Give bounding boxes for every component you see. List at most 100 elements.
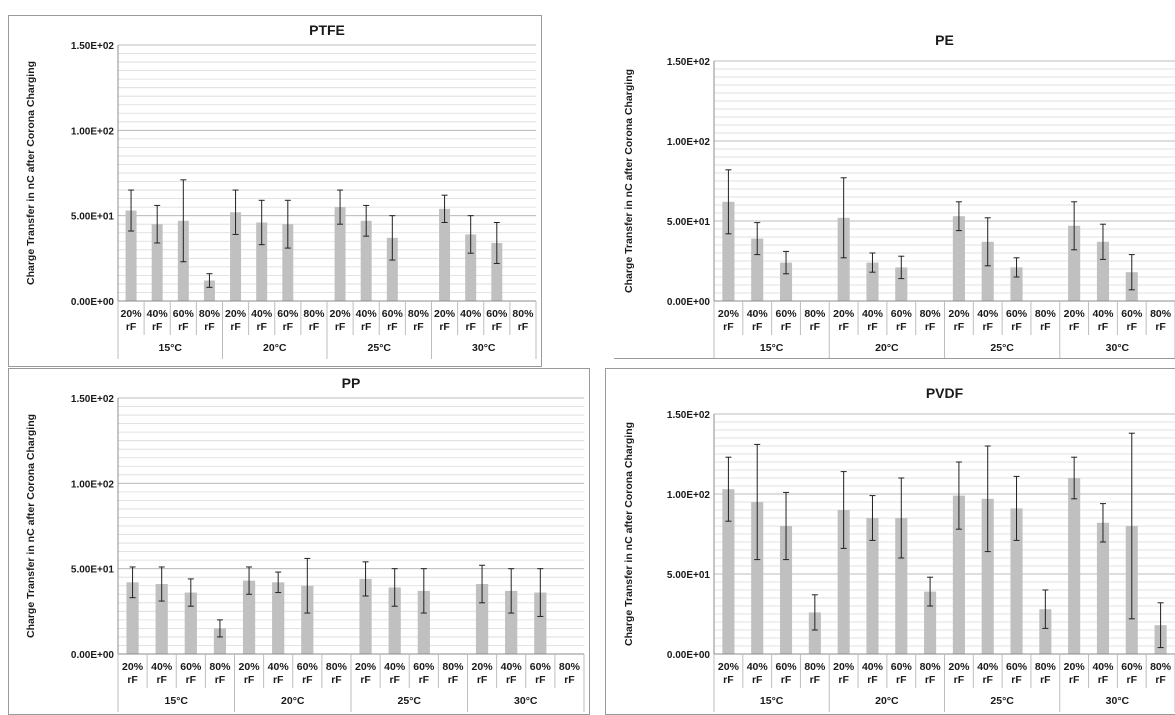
bar	[1096, 522, 1110, 654]
x-tick-label-unit: rF	[810, 674, 821, 686]
bar	[386, 237, 398, 301]
x-tick-label-unit: rF	[535, 674, 546, 686]
x-tick-label-unit: rF	[781, 321, 792, 333]
x-tick-label-unit: rF	[360, 674, 371, 686]
x-tick-label-unit: rF	[448, 674, 459, 686]
x-group-label: 15°C	[159, 342, 183, 354]
bar	[213, 628, 227, 654]
x-tick-label-humidity: 60%	[776, 661, 798, 673]
x-tick-label-unit: rF	[723, 321, 734, 333]
bar	[360, 220, 372, 301]
x-tick-label-humidity: 20%	[239, 661, 261, 673]
x-tick-label-unit: rF	[439, 321, 450, 333]
x-group-label: 30°C	[1106, 342, 1130, 354]
bar	[417, 590, 430, 654]
x-group-label: 20°C	[875, 695, 899, 707]
x-tick-label-unit: rF	[896, 321, 907, 333]
x-group-label: 30°C	[514, 695, 538, 707]
x-tick-label-humidity: 60%	[776, 308, 798, 320]
x-group-label: 20°C	[875, 342, 899, 354]
x-tick-label-humidity: 20%	[833, 661, 855, 673]
bar	[895, 518, 908, 654]
x-tick-label-unit: rF	[152, 321, 163, 333]
x-tick-label-unit: rF	[723, 674, 734, 686]
x-tick-label-unit: rF	[361, 321, 372, 333]
bar	[866, 262, 879, 301]
bar	[1010, 267, 1023, 301]
x-group-label: 20°C	[263, 342, 287, 354]
x-tick-label-unit: rF	[309, 321, 320, 333]
x-tick-label-humidity: 20%	[833, 308, 855, 320]
chart-ptfe: PTFE Charge Transfer in nC after Corona C…	[8, 15, 540, 365]
chart-svg: PE Charge Transfer in nC after Corona Cha…	[623, 32, 1175, 358]
bar	[981, 498, 994, 654]
x-tick-label-humidity: 20%	[718, 661, 740, 673]
bar	[534, 592, 547, 654]
y-tick-label: 5.00E+01	[71, 212, 115, 223]
bar	[242, 580, 256, 654]
x-tick-label-humidity: 40%	[268, 661, 290, 673]
y-axis-label: Charge Transfer in nC after Corona Charg…	[623, 69, 635, 293]
x-tick-label-unit: rF	[982, 321, 993, 333]
x-tick-label-humidity: 40%	[151, 661, 173, 673]
x-tick-label-humidity: 80%	[303, 308, 325, 320]
y-tick-label: 0.00E+00	[667, 297, 711, 308]
x-tick-label-unit: rF	[419, 674, 430, 686]
bar	[808, 612, 821, 654]
bar	[779, 262, 793, 301]
bar	[126, 582, 139, 654]
x-tick-label-unit: rF	[810, 321, 821, 333]
x-tick-label-humidity: 40%	[384, 661, 406, 673]
x-tick-label-humidity: 80%	[1035, 661, 1057, 673]
x-tick-label-humidity: 80%	[920, 661, 942, 673]
x-tick-label-unit: rF	[1155, 674, 1166, 686]
x-tick-label-humidity: 60%	[486, 308, 508, 320]
x-group-label: 25°C	[990, 342, 1014, 354]
chart-title: PE	[935, 32, 954, 48]
y-tick-label: 0.00E+00	[667, 650, 711, 661]
chart-title: PTFE	[309, 22, 345, 38]
x-tick-label-humidity: 60%	[382, 308, 404, 320]
x-group-label: 30°C	[1106, 695, 1130, 707]
x-tick-label-unit: rF	[256, 321, 267, 333]
bar	[1068, 225, 1081, 301]
x-tick-label-unit: rF	[896, 674, 907, 686]
x-tick-label-humidity: 20%	[472, 661, 494, 673]
x-tick-label-unit: rF	[283, 321, 294, 333]
bar	[837, 510, 850, 654]
x-tick-label-humidity: 60%	[180, 661, 202, 673]
bar	[334, 207, 346, 301]
x-tick-label-humidity: 40%	[356, 308, 378, 320]
x-tick-label-unit: rF	[925, 321, 936, 333]
x-tick-label-unit: rF	[1040, 321, 1051, 333]
x-tick-label-humidity: 80%	[804, 308, 826, 320]
bar	[272, 582, 285, 654]
y-tick-label: 1.50E+02	[667, 410, 711, 421]
x-tick-label-humidity: 80%	[408, 308, 430, 320]
x-group-label: 25°C	[368, 342, 392, 354]
x-tick-label-unit: rF	[506, 674, 517, 686]
bar	[203, 280, 215, 301]
x-tick-label-humidity: 60%	[530, 661, 552, 673]
x-tick-label-humidity: 40%	[862, 308, 884, 320]
x-group-label: 15°C	[760, 695, 784, 707]
x-tick-label-unit: rF	[838, 321, 849, 333]
x-tick-label-humidity: 20%	[718, 308, 740, 320]
x-tick-label-unit: rF	[302, 674, 313, 686]
chart-pe-bottom-border	[614, 358, 1175, 359]
bar	[359, 578, 372, 654]
x-tick-label-humidity: 40%	[977, 661, 999, 673]
bar	[465, 234, 477, 301]
x-tick-label-humidity: 40%	[501, 661, 523, 673]
x-tick-label-humidity: 60%	[1121, 661, 1143, 673]
chart-title: PVDF	[926, 385, 964, 401]
x-tick-label-humidity: 40%	[460, 308, 482, 320]
bar	[866, 518, 879, 654]
bar	[751, 238, 764, 301]
bar	[505, 590, 518, 654]
x-tick-label-unit: rF	[1011, 321, 1022, 333]
x-tick-label-humidity: 80%	[1035, 308, 1057, 320]
x-tick-label-unit: rF	[331, 674, 342, 686]
bar	[475, 584, 489, 654]
x-tick-label-unit: rF	[1098, 321, 1109, 333]
